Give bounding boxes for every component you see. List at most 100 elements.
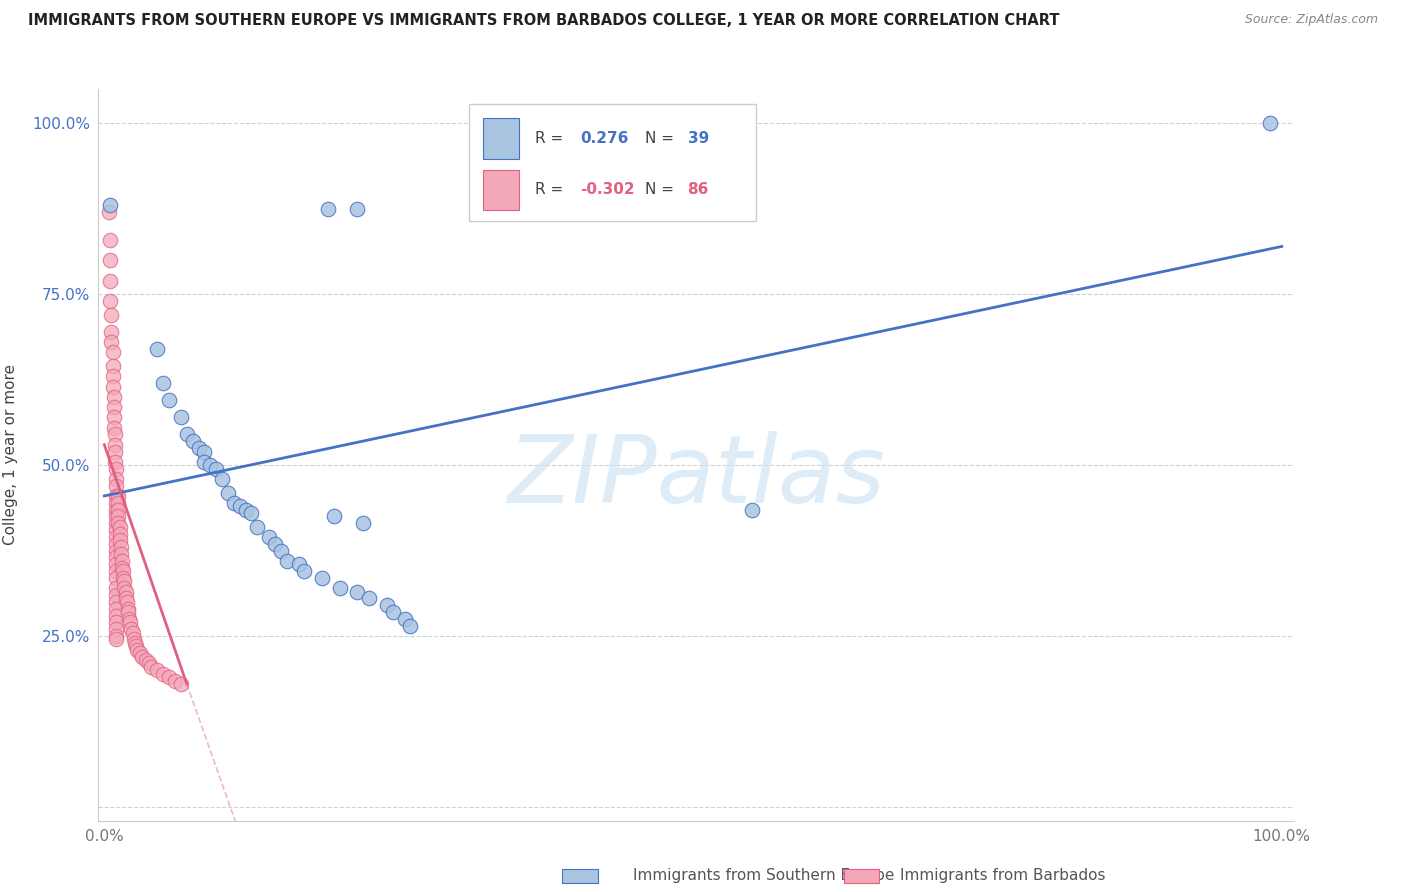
- Point: [107, 516, 129, 531]
- Point: [105, 558, 128, 572]
- Point: [322, 509, 344, 524]
- Point: [105, 564, 128, 578]
- Point: [124, 636, 146, 650]
- Point: [152, 666, 174, 681]
- Point: [105, 608, 128, 623]
- Point: [741, 502, 763, 516]
- Point: [394, 612, 416, 626]
- Text: R =: R =: [534, 131, 568, 145]
- Point: [105, 537, 128, 551]
- Point: [257, 530, 280, 544]
- Point: [98, 294, 121, 309]
- Text: 0.276: 0.276: [581, 131, 628, 145]
- Point: [294, 564, 316, 578]
- Point: [105, 632, 128, 647]
- Point: [105, 595, 128, 609]
- Point: [329, 581, 352, 595]
- Point: [381, 605, 404, 619]
- Point: [246, 519, 269, 533]
- Point: [352, 516, 374, 531]
- Point: [104, 438, 127, 452]
- Point: [131, 649, 153, 664]
- Point: [122, 632, 145, 647]
- Point: [98, 205, 121, 219]
- Point: [104, 455, 127, 469]
- Point: [346, 584, 368, 599]
- Point: [105, 496, 128, 510]
- Point: [105, 622, 128, 636]
- FancyBboxPatch shape: [484, 119, 519, 159]
- Point: [101, 345, 124, 359]
- Text: R =: R =: [534, 182, 568, 197]
- Point: [104, 444, 127, 458]
- Point: [141, 660, 163, 674]
- Point: [100, 325, 122, 339]
- Point: [316, 202, 339, 216]
- Point: [134, 653, 156, 667]
- Point: [100, 308, 122, 322]
- Point: [157, 670, 180, 684]
- Point: [120, 622, 142, 636]
- Point: [111, 554, 134, 568]
- Point: [359, 591, 381, 606]
- Point: [112, 571, 135, 585]
- Text: 39: 39: [688, 131, 709, 145]
- Text: Source: ZipAtlas.com: Source: ZipAtlas.com: [1244, 13, 1378, 27]
- Text: Immigrants from Barbados: Immigrants from Barbados: [900, 869, 1105, 883]
- Point: [217, 485, 239, 500]
- Point: [98, 198, 121, 212]
- Point: [399, 619, 422, 633]
- Point: [103, 390, 125, 404]
- Text: N =: N =: [644, 131, 679, 145]
- Point: [103, 410, 125, 425]
- Point: [138, 657, 160, 671]
- Point: [103, 420, 125, 434]
- Point: [346, 202, 368, 216]
- Point: [181, 434, 204, 449]
- Point: [105, 523, 128, 537]
- Text: -0.302: -0.302: [581, 182, 634, 197]
- Point: [228, 499, 250, 513]
- Point: [105, 502, 128, 516]
- Point: [118, 612, 141, 626]
- Point: [235, 502, 257, 516]
- Point: [104, 427, 127, 442]
- Point: [270, 543, 292, 558]
- Point: [176, 427, 198, 442]
- Point: [128, 646, 150, 660]
- Point: [193, 444, 215, 458]
- Point: [146, 342, 169, 356]
- Point: [112, 581, 135, 595]
- Point: [105, 571, 128, 585]
- Point: [105, 615, 128, 630]
- Text: 86: 86: [688, 182, 709, 197]
- Point: [105, 472, 128, 486]
- Point: [311, 571, 333, 585]
- Point: [98, 274, 121, 288]
- Point: [105, 516, 128, 531]
- Point: [101, 369, 124, 384]
- Point: [115, 595, 138, 609]
- Point: [105, 601, 128, 615]
- Point: [105, 478, 128, 492]
- Point: [127, 642, 149, 657]
- Point: [287, 558, 309, 572]
- Point: [375, 599, 398, 613]
- Point: [107, 502, 129, 516]
- Point: [110, 547, 132, 561]
- Text: Immigrants from Southern Europe: Immigrants from Southern Europe: [633, 869, 894, 883]
- Point: [108, 526, 131, 541]
- FancyBboxPatch shape: [470, 103, 756, 221]
- Point: [146, 663, 169, 677]
- Point: [211, 472, 233, 486]
- Point: [125, 640, 148, 654]
- Point: [105, 550, 128, 565]
- Point: [117, 605, 139, 619]
- Point: [163, 673, 186, 688]
- Point: [114, 584, 136, 599]
- Point: [105, 581, 128, 595]
- Point: [222, 496, 245, 510]
- Point: [1258, 116, 1281, 130]
- Point: [240, 506, 263, 520]
- FancyBboxPatch shape: [484, 169, 519, 210]
